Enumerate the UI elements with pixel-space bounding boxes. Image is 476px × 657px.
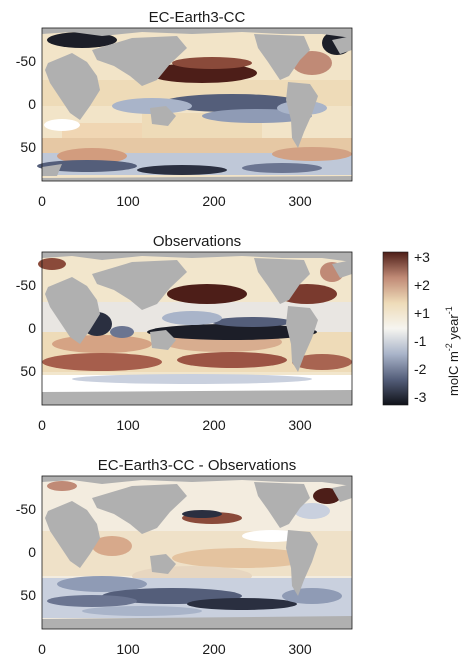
panel-3-xtick-200: 200: [202, 641, 226, 657]
colorbar-unit-label: molC m-2 year-1: [444, 306, 461, 396]
unit-mid: year: [446, 314, 461, 344]
colorbar-tick-minus3: -3: [414, 389, 427, 405]
unit-main: molC m: [446, 351, 461, 396]
panel-3-ytick-50: 50: [20, 587, 36, 603]
panel-1-title: EC-Earth3-CC: [149, 9, 246, 26]
panel-3-ytick-0: 0: [28, 544, 36, 560]
panel-2-xtick-200: 200: [202, 417, 226, 433]
panel-1-xtick-200: 200: [202, 193, 226, 209]
land-mask: [42, 252, 352, 405]
panel-2-frame: [41, 251, 353, 406]
colorbar-tick-minus2: -2: [414, 361, 427, 377]
panel-2-xtick-0: 0: [38, 417, 46, 433]
panel-1-xtick-0: 0: [38, 193, 46, 209]
panel-3-frame: [41, 475, 353, 630]
panel-1-ytick-50: 50: [20, 139, 36, 155]
colorbar-tick-plus2: +2: [414, 277, 430, 293]
panel-1: EC-Earth3-CC: [16, 9, 353, 209]
panel-2-ytick-0: 0: [28, 320, 36, 336]
colorbar-tick-plus1: +1: [414, 305, 430, 321]
colorbar-gradient: [382, 251, 409, 406]
colorbar-tick-plus3: +3: [414, 249, 430, 265]
colorbar: +3 +2 +1 -1 -2 -3 molC m-2 year-1: [382, 249, 461, 406]
panel-1-ytick-neg50: -50: [16, 53, 36, 69]
unit-exp1: -2: [444, 343, 454, 351]
panel-3-xtick-300: 300: [288, 641, 312, 657]
panel-2-ytick-50: 50: [20, 363, 36, 379]
panel-3-title: EC-Earth3-CC - Observations: [98, 457, 296, 474]
panel-3-xtick-0: 0: [38, 641, 46, 657]
panel-1-heatmap: [37, 28, 352, 181]
panel-3-xtick-100: 100: [116, 641, 140, 657]
colorbar-tick-minus1: -1: [414, 333, 427, 349]
panel-2: Observations: [16, 233, 353, 433]
panel-2-xtick-300: 300: [288, 417, 312, 433]
panel-1-ytick-0: 0: [28, 96, 36, 112]
panel-1-frame: [41, 27, 353, 182]
panel-1-xtick-100: 100: [116, 193, 140, 209]
unit-exp2: -1: [444, 306, 454, 314]
panel-2-heatmap: [38, 252, 352, 405]
panel-3-heatmap: [42, 476, 352, 629]
land-mask: [42, 28, 352, 181]
panel-3: EC-Earth3-CC - Observations: [16, 457, 353, 657]
panel-2-xtick-100: 100: [116, 417, 140, 433]
land-mask: [42, 476, 352, 629]
panel-1-xtick-300: 300: [288, 193, 312, 209]
panel-2-ytick-neg50: -50: [16, 277, 36, 293]
panel-2-title: Observations: [153, 233, 241, 250]
panel-3-ytick-neg50: -50: [16, 501, 36, 517]
